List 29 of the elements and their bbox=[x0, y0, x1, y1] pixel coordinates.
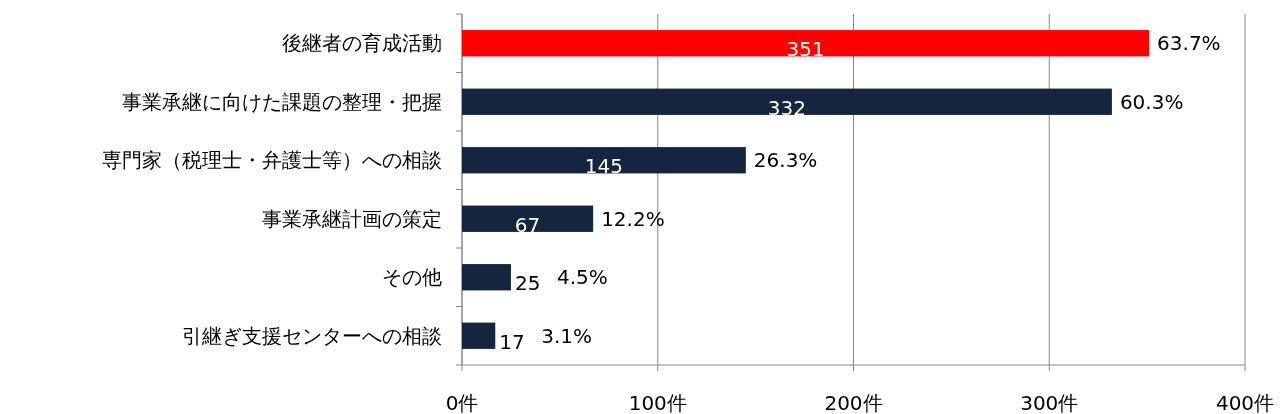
bar bbox=[462, 264, 511, 291]
x-tick-label: 0件 bbox=[445, 391, 479, 414]
x-tick-label: 300件 bbox=[1020, 391, 1079, 414]
y-tick-label: その他 bbox=[382, 265, 442, 290]
bar bbox=[462, 147, 746, 174]
annotation: 63.7% bbox=[1157, 31, 1221, 56]
bar bbox=[462, 88, 1112, 115]
data-label: 25 bbox=[514, 271, 541, 296]
annotation: 26.3% bbox=[753, 148, 818, 173]
data-label: 67 bbox=[514, 212, 541, 237]
annotation: 12.2% bbox=[601, 206, 665, 231]
x-tick-label: 100件 bbox=[628, 391, 687, 414]
y-tick-label: 事業承継に向けた課題の整理・把握 bbox=[122, 89, 442, 114]
bar bbox=[462, 322, 496, 349]
annotation: 4.5% bbox=[556, 265, 608, 290]
data-label: 145 bbox=[584, 154, 624, 179]
y-tick-label: 専門家（税理士・弁護士等）への相談 bbox=[102, 148, 442, 173]
data-label: 351 bbox=[786, 37, 825, 62]
y-tick-label: 後継者の育成活動 bbox=[282, 31, 442, 56]
data-label: 17 bbox=[499, 329, 525, 354]
x-tick-label: 200件 bbox=[824, 391, 883, 414]
y-tick-label: 事業承継計画の策定 bbox=[262, 206, 442, 231]
bar bbox=[462, 30, 1150, 57]
data-label: 332 bbox=[767, 95, 807, 120]
y-tick-label: 引継ぎ支援センターへの相談 bbox=[182, 323, 442, 348]
annotation: 3.1% bbox=[541, 323, 593, 348]
annotation: 60.3% bbox=[1119, 89, 1184, 114]
bar bbox=[462, 205, 594, 232]
x-tick-label: 400件 bbox=[1215, 391, 1275, 414]
